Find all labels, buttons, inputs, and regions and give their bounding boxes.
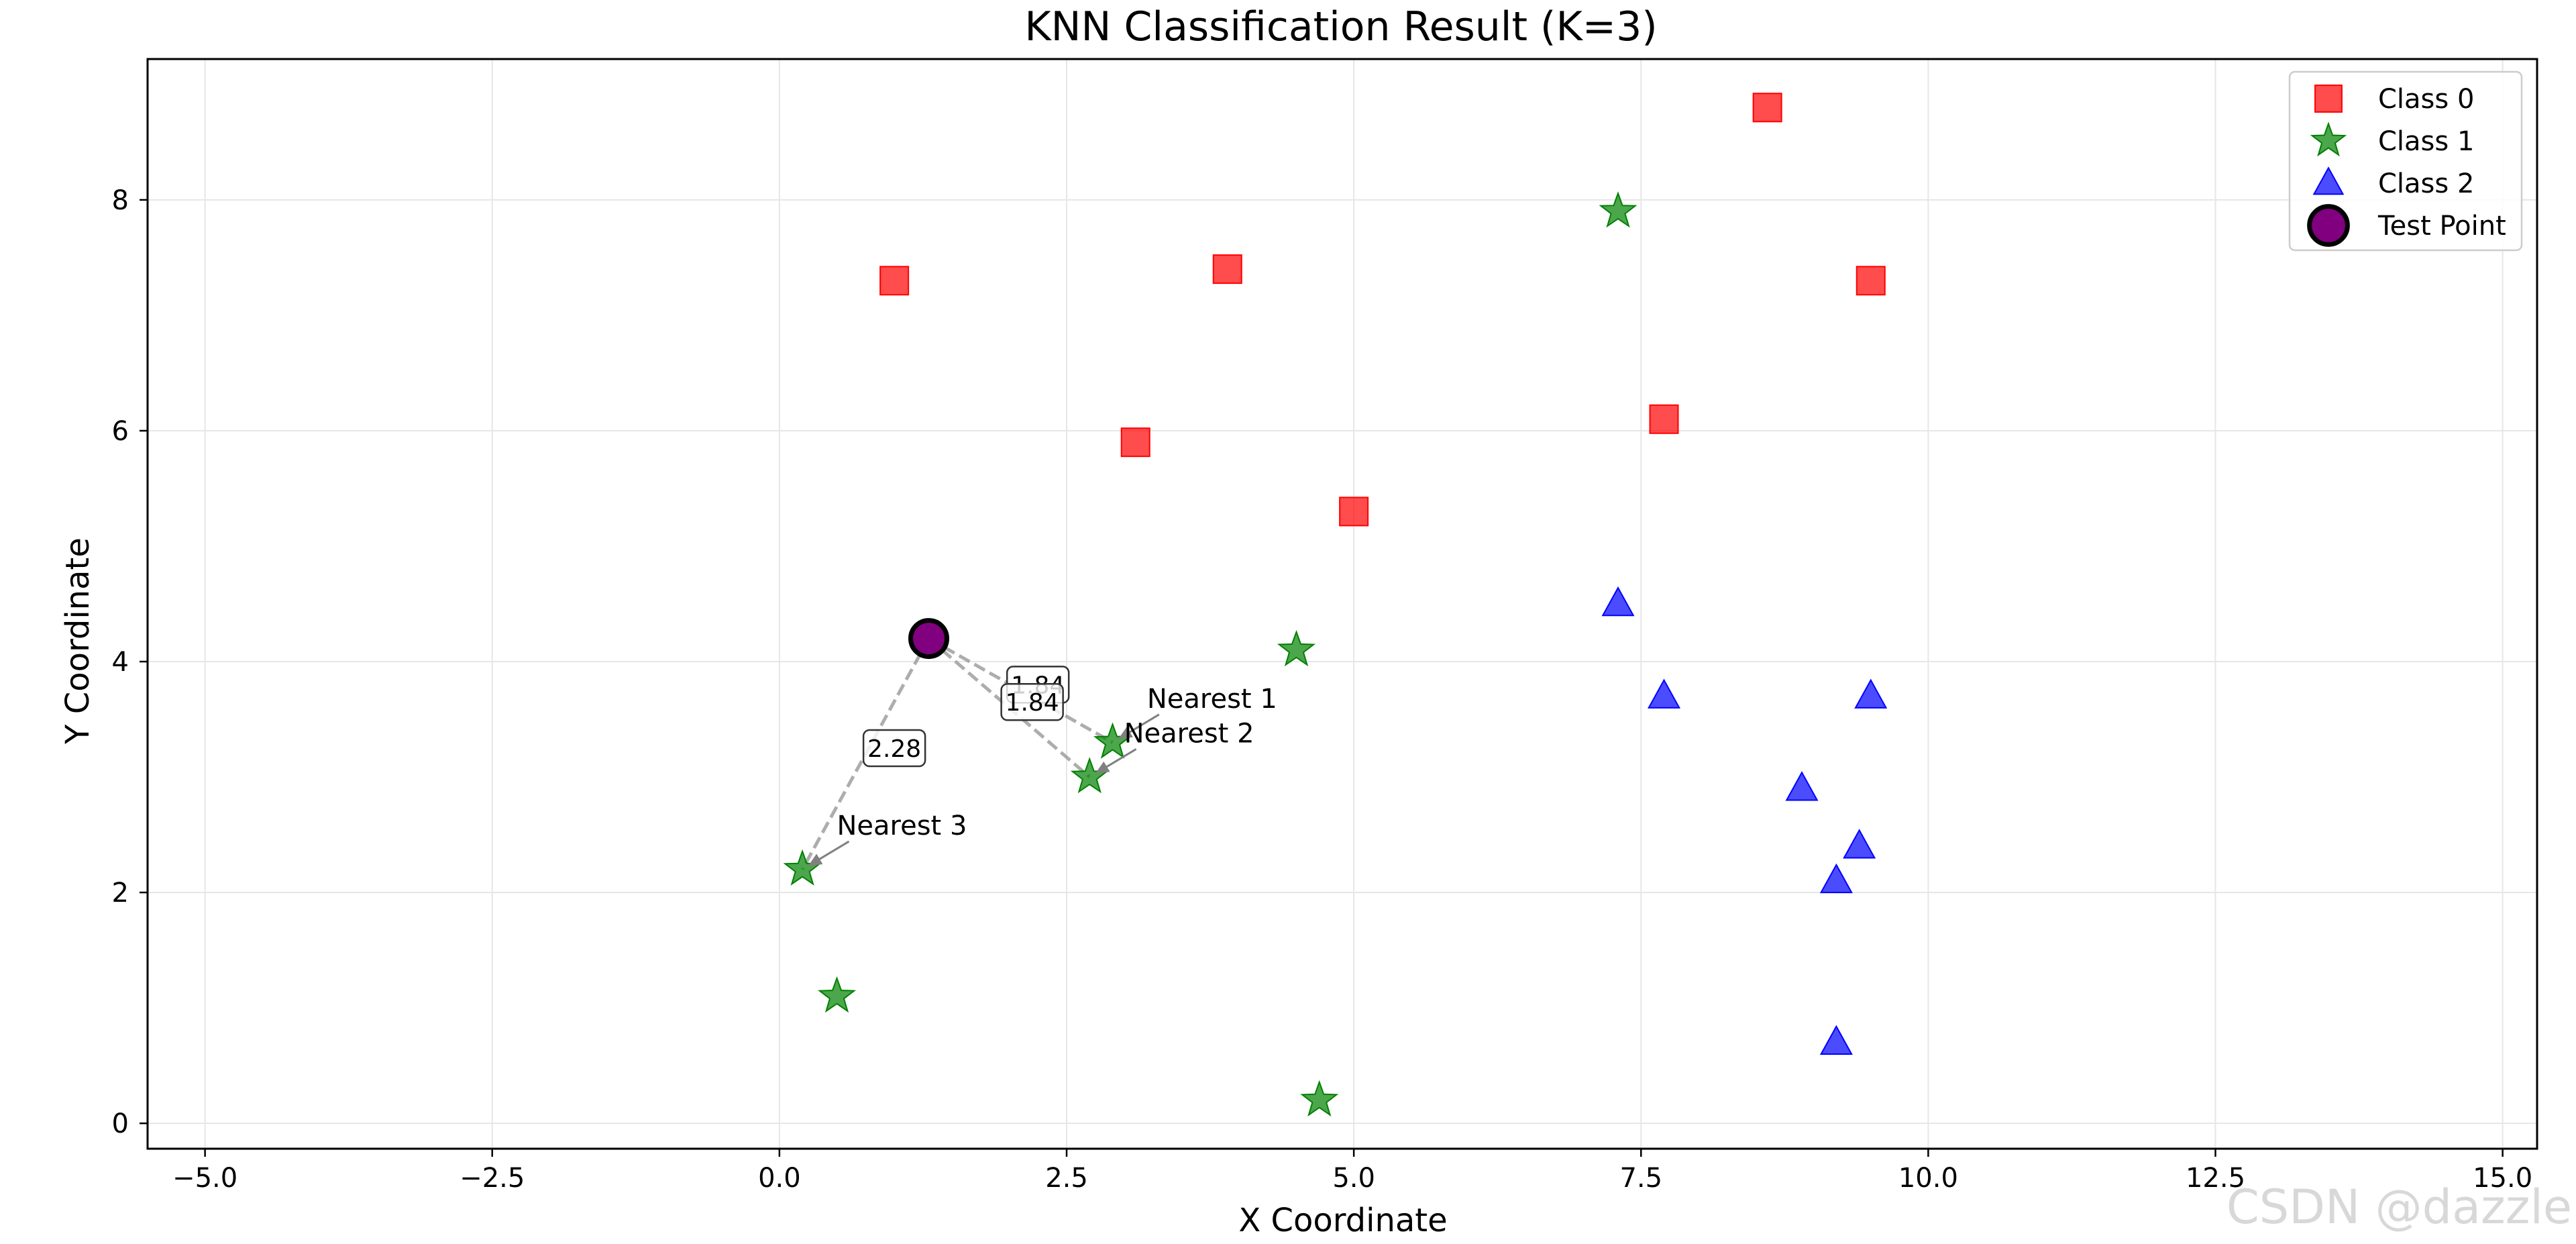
y-tick-label: 8	[112, 185, 129, 216]
legend-entry: Class 2	[2312, 166, 2474, 199]
class-2-point	[1785, 771, 1819, 801]
chart-title: KNN Classification Result (K=3)	[1024, 3, 1657, 50]
x-tick-label: 10.0	[1898, 1163, 1958, 1194]
y-tick-label: 4	[112, 647, 129, 678]
legend-frame	[2288, 70, 2523, 252]
class-2-point	[1819, 863, 1853, 894]
x-tick-label: −5.0	[172, 1163, 237, 1194]
neighbor-label: Nearest 3	[837, 811, 967, 841]
watermark: CSDN @dazzle	[2226, 1180, 2572, 1235]
x-tick-label: 0.0	[758, 1163, 801, 1194]
legend-label: Class 2	[2378, 168, 2474, 199]
class-1-point	[1300, 1080, 1339, 1117]
class-0-point	[1339, 497, 1369, 527]
class-2-point	[1843, 829, 1876, 859]
legend-entry: Class 0	[2314, 84, 2474, 115]
distance-label: 1.84	[1006, 689, 1059, 717]
x-tick-label: 12.5	[2186, 1163, 2245, 1194]
class-2-point	[1648, 678, 1680, 709]
distance-box-frame	[862, 729, 926, 768]
grid	[148, 59, 2537, 1149]
test-point-marker	[908, 618, 949, 660]
x-tick-label: 7.5	[1619, 1163, 1662, 1194]
legend-marker	[2310, 121, 2347, 157]
axis-ticks: −5.0 −2.5 0.0 2.5 5.0 7.5 10.0 12.5 15.0 0 2 4 6 8	[112, 185, 2533, 1194]
class-1-point	[1277, 629, 1316, 667]
class-0-point	[1856, 266, 1886, 296]
y-tick-label: 2	[112, 878, 129, 909]
y-axis-label: Y Coordinate	[59, 537, 97, 745]
legend-marker	[2307, 204, 2350, 247]
neighbor-label: Nearest 1	[1147, 684, 1277, 715]
axes-frame	[146, 58, 2538, 1150]
distance-box: 1.84	[1000, 682, 1064, 721]
legend-entry: Test Point	[2307, 204, 2506, 247]
class-1-point	[1599, 191, 1638, 228]
annotation-arrow-head	[808, 853, 823, 866]
distance-box: 2.28	[862, 729, 926, 768]
x-tick-label: 5.0	[1332, 1163, 1375, 1194]
legend-entry: Class 1	[2310, 121, 2474, 157]
class-1-point	[817, 976, 857, 1013]
annotation-arrow-head	[1118, 727, 1133, 739]
neighbor-label: Nearest 2	[1124, 718, 1254, 749]
annotation-arrow-head	[1095, 761, 1110, 774]
class-0-point	[879, 266, 910, 296]
x-tick-label: 15.0	[2473, 1163, 2532, 1194]
class-0-point	[1752, 93, 1782, 123]
class-2-point	[1854, 678, 1888, 709]
x-axis-label: X Coordinate	[1238, 1202, 1447, 1239]
legend-label: Class 1	[2378, 126, 2474, 157]
class-2-point	[1819, 1025, 1853, 1055]
legend: Class 0 Class 1 Class 2 Test Point	[2288, 70, 2523, 252]
legend-marker	[2312, 166, 2345, 195]
y-tick-label: 6	[112, 416, 129, 447]
class-0-point	[1120, 427, 1150, 458]
class-0-point	[1649, 404, 1679, 434]
x-tick-label: −2.5	[460, 1163, 525, 1194]
distance-label: 2.28	[867, 735, 921, 763]
class-0-point	[1212, 254, 1242, 284]
class-2-point	[1601, 586, 1635, 617]
x-tick-label: 2.5	[1045, 1163, 1088, 1194]
legend-label: Class 0	[2378, 84, 2474, 115]
distance-box-frame	[1000, 682, 1064, 721]
y-tick-label: 0	[112, 1108, 129, 1139]
markers	[783, 93, 1888, 1117]
legend-marker	[2314, 85, 2343, 113]
legend-label: Test Point	[2377, 211, 2506, 242]
